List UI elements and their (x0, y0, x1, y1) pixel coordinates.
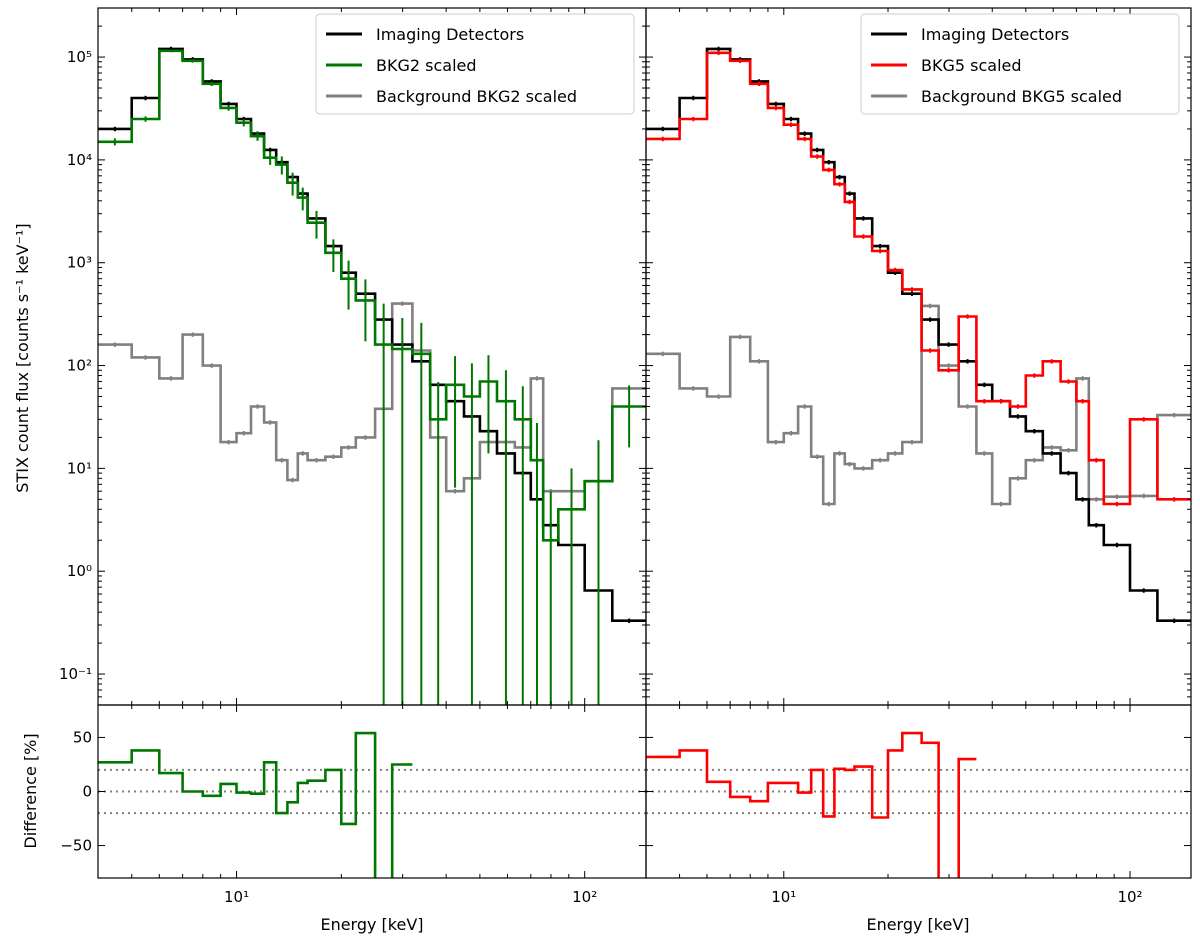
right-series-background-bkg5-scaled (646, 304, 1191, 506)
left-legend-label-bkg2-scaled: BKG2 scaled (376, 56, 477, 75)
y-axis-label-top: STIX count flux [counts s⁻¹ keV⁻¹] (13, 223, 32, 492)
right-x-tick-label: 10² (1117, 888, 1142, 906)
left-diff-y-tick-label: −50 (60, 837, 92, 855)
right-x-tick-label: 10¹ (771, 888, 796, 906)
right-difference-series (646, 731, 977, 878)
left-y-tick-label: 10⁻¹ (59, 665, 92, 683)
right-legend: Imaging Detectors BKG5 scaled Background B… (860, 13, 1180, 115)
right-series-imaging-detectors (646, 47, 1191, 622)
right-legend-label-imaging-detectors: Imaging Detectors (921, 25, 1069, 44)
left-series-bkg2-scaled (98, 49, 646, 542)
right-legend-label-background-bkg5-scaled: Background BKG5 scaled (921, 87, 1122, 106)
left-difference-plot (98, 731, 646, 878)
right-difference-plot (646, 731, 1191, 878)
left-diff-y-tick-label: 0 (82, 783, 92, 801)
left-legend: Imaging Detectors BKG2 scaled Background B… (315, 13, 635, 115)
plot-layer: 10¹ 10² 10⁵ 10⁴ 10³ 10² 10¹ 10⁰ 10⁻¹ 50 0 −50 Imagin… (59, 7, 1192, 906)
left-series-background-bkg2-scaled (98, 302, 646, 493)
x-axis-label-left: Energy [keV] (320, 915, 423, 934)
left-diff-y-tick-label: 50 (73, 728, 92, 746)
right-series-bkg5-scaled (646, 51, 1191, 506)
left-y-tick-label: 10² (67, 357, 92, 375)
left-difference-series (98, 731, 413, 878)
left-x-tick-label: 10¹ (224, 888, 249, 906)
left-legend-label-background-bkg2-scaled: Background BKG2 scaled (376, 87, 577, 106)
left-y-tick-label: 10¹ (67, 459, 92, 477)
left-series-imaging-detectors (98, 47, 646, 622)
right-spectrum-plot (646, 46, 1191, 624)
left-x-tick-label: 10² (572, 888, 597, 906)
left-bottom-axes-frame (97, 704, 647, 879)
left-y-tick-label: 10⁵ (67, 48, 92, 66)
left-y-tick-label: 10³ (67, 254, 92, 272)
left-y-tick-label: 10⁰ (67, 562, 92, 580)
y-axis-label-bottom: Difference [%] (21, 733, 40, 848)
left-legend-label-imaging-detectors: Imaging Detectors (376, 25, 524, 44)
right-legend-label-bkg5-scaled: BKG5 scaled (921, 56, 1022, 75)
left-y-tick-label: 10⁴ (67, 151, 92, 169)
left-spectrum-plot (98, 46, 646, 705)
left-legend-box (315, 13, 635, 115)
x-axis-label-right: Energy [keV] (866, 915, 969, 934)
right-legend-box (860, 13, 1180, 115)
